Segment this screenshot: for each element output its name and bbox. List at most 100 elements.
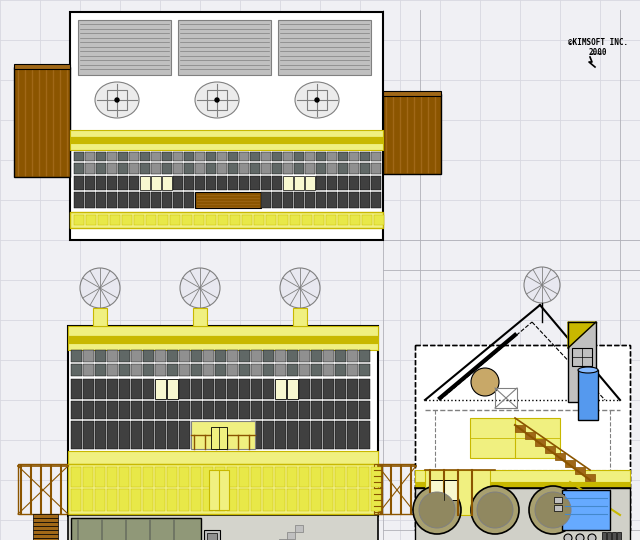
Bar <box>228 152 238 161</box>
Bar <box>327 192 337 208</box>
Bar <box>203 350 214 362</box>
Bar <box>191 379 202 399</box>
Bar <box>95 421 106 449</box>
Bar <box>415 488 630 540</box>
Bar <box>206 215 216 225</box>
Bar <box>155 467 165 487</box>
Bar <box>239 401 250 419</box>
Bar <box>83 489 93 511</box>
Bar <box>327 176 337 190</box>
Bar <box>155 379 166 399</box>
Bar <box>96 176 106 190</box>
Bar <box>211 427 227 449</box>
Bar <box>374 215 384 225</box>
Bar <box>562 490 610 530</box>
Circle shape <box>115 98 119 102</box>
Bar <box>194 215 204 225</box>
Text: ©KIMSOFT INC.
2000: ©KIMSOFT INC. 2000 <box>568 38 628 57</box>
Bar <box>129 176 139 190</box>
Bar <box>83 401 94 419</box>
Bar <box>323 364 334 376</box>
Bar <box>287 379 298 399</box>
Bar <box>272 192 282 208</box>
Bar <box>131 489 141 511</box>
Bar <box>118 152 128 161</box>
Bar <box>239 163 249 174</box>
Bar <box>68 343 378 350</box>
Bar <box>347 379 358 399</box>
Bar <box>311 467 321 487</box>
Bar <box>162 176 172 190</box>
Bar <box>70 212 383 228</box>
Bar <box>96 163 106 174</box>
Bar <box>107 350 118 362</box>
Bar <box>195 192 261 208</box>
Circle shape <box>477 492 513 528</box>
Bar <box>250 163 260 174</box>
Bar <box>71 401 82 419</box>
Bar <box>347 489 357 511</box>
Bar <box>578 370 598 420</box>
Bar <box>415 470 630 482</box>
Bar <box>347 350 358 362</box>
Bar <box>612 532 616 540</box>
Bar <box>314 215 324 225</box>
Bar <box>275 379 286 399</box>
Bar <box>143 364 154 376</box>
Bar <box>68 451 378 464</box>
Bar <box>360 192 370 208</box>
Bar <box>254 215 264 225</box>
Bar <box>129 152 139 161</box>
Bar <box>74 176 84 190</box>
Bar <box>179 489 189 511</box>
Bar <box>140 152 150 161</box>
Bar <box>143 350 154 362</box>
Bar <box>362 215 372 225</box>
Bar <box>218 215 228 225</box>
Bar <box>74 192 84 208</box>
Bar <box>83 379 94 399</box>
Bar <box>203 489 213 511</box>
Bar <box>131 401 142 419</box>
Bar <box>316 163 326 174</box>
Bar <box>272 176 282 190</box>
Bar <box>275 350 286 362</box>
Bar <box>146 215 156 225</box>
Bar <box>203 364 214 376</box>
Bar <box>261 192 271 208</box>
Bar <box>261 163 271 174</box>
Bar <box>305 163 315 174</box>
Bar <box>217 163 227 174</box>
Circle shape <box>564 534 572 540</box>
Bar <box>349 176 359 190</box>
Bar <box>71 489 81 511</box>
Bar <box>311 350 322 362</box>
Bar <box>85 192 95 208</box>
Bar <box>215 401 226 419</box>
Bar <box>263 421 274 449</box>
Bar <box>305 152 315 161</box>
Bar <box>316 192 326 208</box>
Bar <box>70 143 383 150</box>
Bar <box>83 421 94 449</box>
Bar <box>70 12 383 240</box>
Bar <box>335 364 346 376</box>
Bar <box>251 421 262 449</box>
Bar <box>305 192 315 208</box>
Bar <box>151 152 161 161</box>
Bar <box>129 192 139 208</box>
Bar <box>227 467 237 487</box>
Bar <box>327 152 337 161</box>
Circle shape <box>576 534 584 540</box>
Bar <box>131 350 142 362</box>
Ellipse shape <box>578 367 598 373</box>
Bar <box>33 518 58 522</box>
Bar <box>203 379 214 399</box>
Bar <box>242 215 252 225</box>
Bar <box>131 379 142 399</box>
Bar <box>182 215 192 225</box>
Bar <box>134 215 144 225</box>
Bar <box>338 192 348 208</box>
Circle shape <box>419 492 455 528</box>
Bar <box>71 364 82 376</box>
